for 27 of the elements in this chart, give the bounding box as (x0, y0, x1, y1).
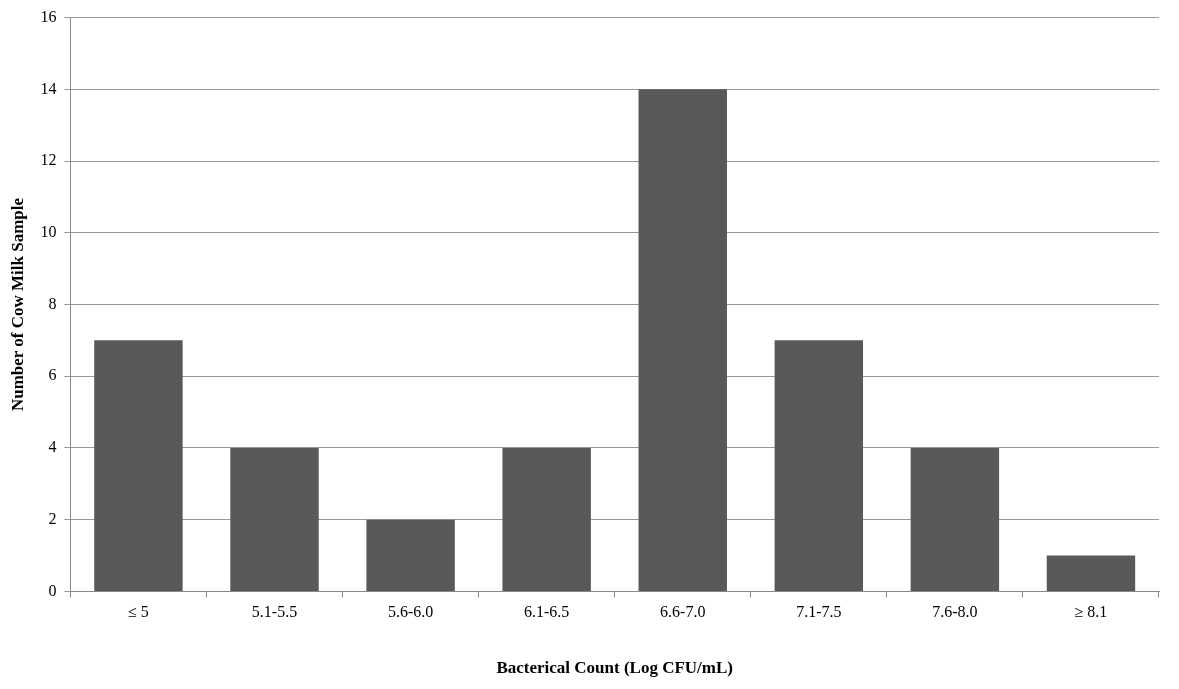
x-tick-label: ≥ 8.1 (1074, 603, 1108, 621)
y-tick-label: 0 (48, 581, 57, 599)
y-tick-label: 10 (40, 222, 57, 240)
y-tick-label: 6 (48, 366, 57, 384)
bar (230, 447, 319, 591)
x-tick-label: 6.1-6.5 (524, 603, 570, 621)
bar (1046, 555, 1136, 591)
bar (502, 447, 591, 591)
x-tick-label: 5.6-6.0 (387, 603, 434, 621)
x-axis-title: Bacterical Count (Log CFU/mL) (496, 658, 733, 678)
bar (774, 340, 864, 591)
bar (366, 519, 455, 591)
bar (94, 340, 183, 591)
y-tick-label: 12 (40, 151, 57, 169)
y-axis-title: Number of Cow Milk Sample (7, 197, 27, 412)
x-tick-label: 6.6-7.0 (660, 603, 706, 621)
x-tick-label: 7.6-8.0 (932, 603, 978, 621)
y-tick-label: 8 (48, 294, 57, 312)
bar (910, 447, 1000, 591)
x-tick-label: ≤ 5 (128, 603, 149, 621)
x-tick-label: 7.1-7.5 (796, 603, 842, 621)
y-tick-label: 4 (48, 438, 57, 456)
y-tick-label: 14 (40, 79, 57, 97)
bar (638, 89, 727, 591)
x-tick-label: 5.1-5.5 (251, 603, 298, 621)
y-tick-label: 16 (40, 7, 57, 25)
y-tick-label: 2 (48, 509, 57, 527)
